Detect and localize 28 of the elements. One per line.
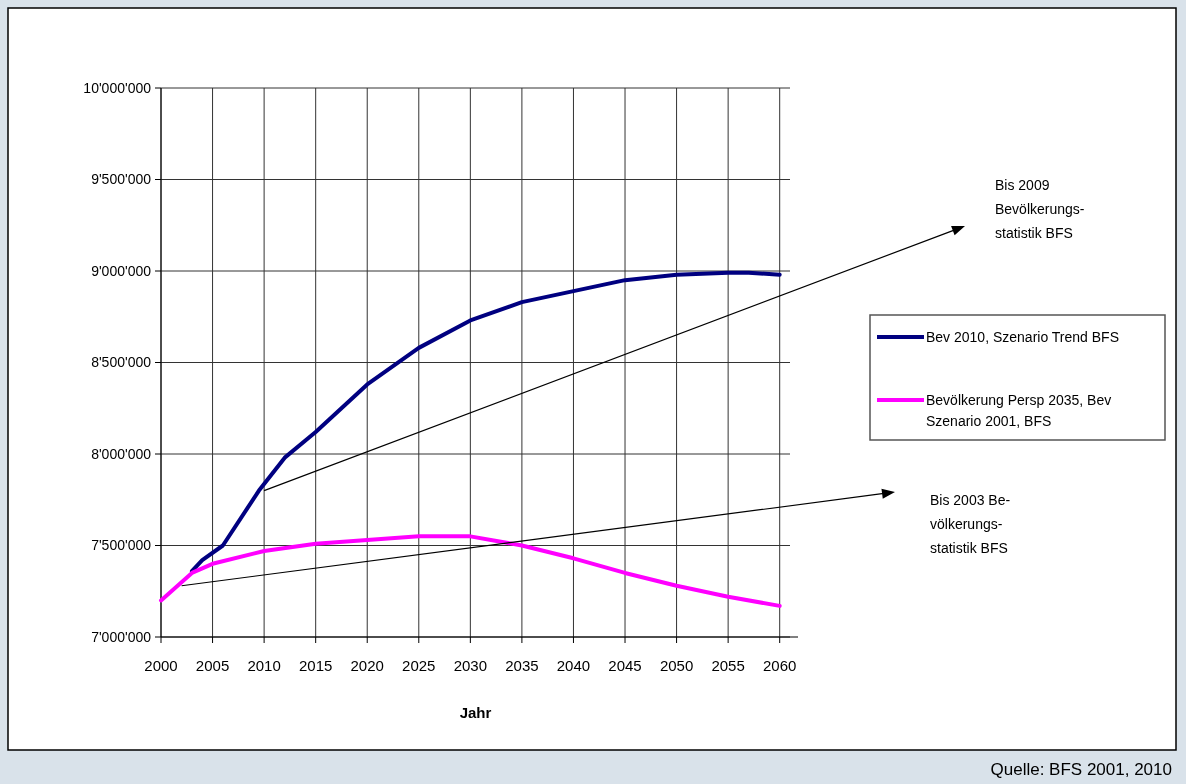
x-tick-label: 2025 — [402, 657, 436, 674]
x-tick-label: 2050 — [659, 657, 694, 674]
x-tick-label: 2010 — [247, 657, 281, 674]
x-axis-title: Jahr — [459, 704, 492, 721]
text: Bis 2009 Bevölkerungs- statistik BFS — [995, 177, 1085, 241]
y-tick-label: 10'000'000 — [83, 79, 152, 96]
legend-label: Bev 2010, Szenario Trend BFS — [926, 328, 1119, 345]
x-tick-label: 2040 — [556, 657, 591, 674]
source-note: Quelle: BFS 2001, 2010 — [990, 760, 1172, 779]
x-tick-label: 2005 — [195, 657, 230, 674]
y-tick-label: 7'500'000 — [91, 537, 152, 554]
x-tick-label: 2030 — [453, 657, 488, 674]
x-tick-label: 2060 — [763, 657, 797, 674]
y-tick-label: 8'500'000 — [91, 354, 152, 371]
y-tick-label: 8'000'000 — [91, 445, 152, 462]
x-tick-label: 2045 — [608, 657, 642, 674]
y-tick-label: 9'500'000 — [91, 171, 152, 188]
line-series — [159, 534, 782, 608]
x-tick-label: 2015 — [298, 657, 333, 674]
text: Bis 2003 Be- völkerungs- statistik BFS — [930, 492, 1011, 556]
legend-label: Bevölkerung Persp 2035, Bev Szenario 2001, BFS — [926, 391, 1112, 429]
x-tick-label: 2020 — [350, 657, 384, 674]
line-series — [189, 270, 782, 574]
y-tick-label: 9'000'000 — [91, 262, 152, 279]
x-tick-label: 2055 — [711, 657, 745, 674]
x-tick-label: 2000 — [144, 657, 178, 674]
x-tick-label: 2035 — [505, 657, 539, 674]
y-tick-label: 7'000'000 — [91, 628, 152, 645]
